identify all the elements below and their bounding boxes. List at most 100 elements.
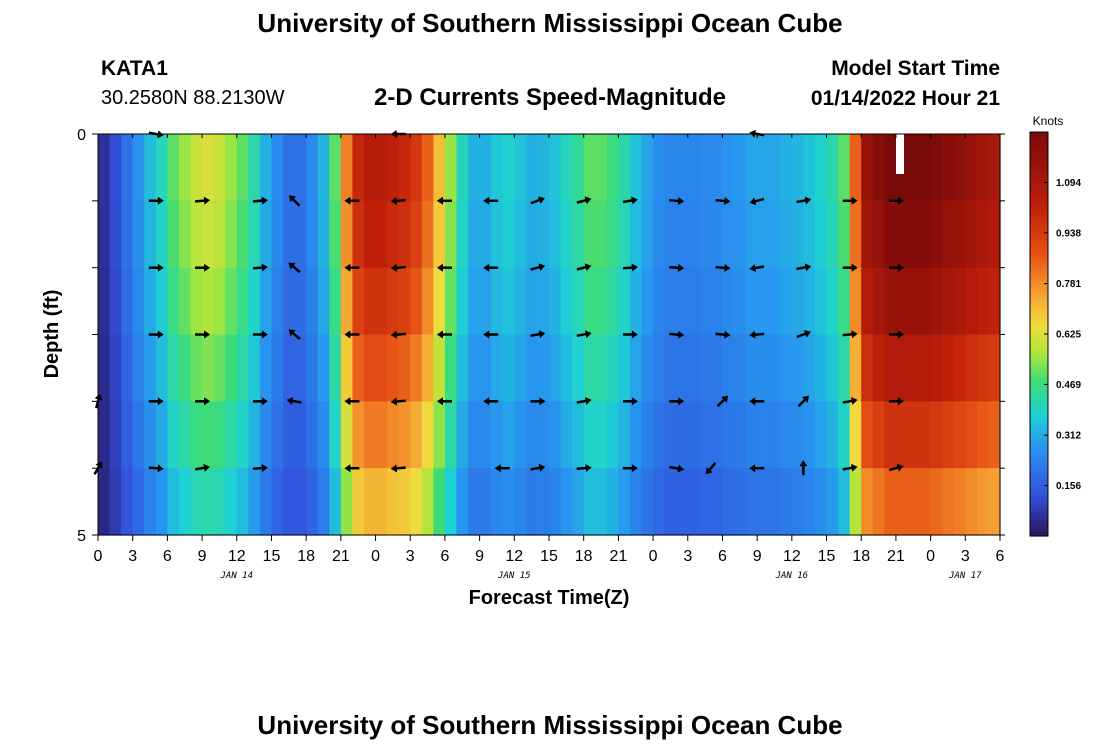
heatmap-cell bbox=[757, 334, 770, 402]
heatmap-cell bbox=[202, 468, 215, 536]
current-arrow bbox=[390, 397, 406, 406]
date-label: JAN 14 bbox=[220, 571, 254, 581]
x-tick-label: 6 bbox=[996, 548, 1005, 565]
heatmap-cell bbox=[317, 334, 330, 402]
current-arrow bbox=[530, 397, 546, 406]
heatmap-cell bbox=[734, 401, 747, 469]
colorbar-segment bbox=[1030, 479, 1048, 485]
heatmap-cell bbox=[340, 200, 354, 269]
heatmap-cell bbox=[641, 200, 654, 269]
current-arrow bbox=[148, 263, 164, 272]
heatmap-cell bbox=[872, 267, 885, 336]
heatmap-cell bbox=[213, 134, 226, 202]
heatmap-cell bbox=[421, 134, 434, 202]
colorbar-segment bbox=[1030, 483, 1048, 489]
colorbar-segment bbox=[1030, 467, 1048, 472]
heatmap-cell bbox=[814, 267, 828, 336]
heatmap-cell bbox=[757, 267, 770, 336]
heatmap-cell bbox=[363, 401, 377, 469]
heatmap-cell bbox=[780, 134, 793, 202]
heatmap-cell bbox=[722, 468, 735, 536]
heatmap-cell bbox=[814, 200, 828, 269]
heatmap-cell bbox=[734, 134, 747, 202]
colorbar-segment bbox=[1030, 338, 1048, 343]
colorbar-segment bbox=[1030, 382, 1048, 388]
heatmap-cell bbox=[236, 468, 249, 536]
colorbar-segment bbox=[1030, 144, 1048, 149]
heatmap-cell bbox=[98, 200, 111, 269]
heatmap-cell bbox=[745, 334, 758, 402]
heatmap-cell bbox=[791, 468, 805, 536]
heatmap-cell bbox=[213, 468, 226, 536]
heatmap-cell bbox=[549, 401, 562, 469]
heatmap-cell bbox=[352, 134, 365, 202]
heatmap-cell bbox=[710, 401, 724, 469]
heatmap-cell bbox=[410, 200, 423, 269]
heatmap-cell bbox=[988, 200, 1001, 269]
colorbar-segment bbox=[1030, 305, 1048, 311]
current-arrow bbox=[669, 330, 685, 339]
current-arrow bbox=[286, 397, 302, 405]
heatmap-cell bbox=[271, 401, 284, 469]
heatmap-cell bbox=[190, 401, 203, 469]
current-arrow bbox=[436, 196, 452, 205]
heatmap-cell bbox=[375, 200, 388, 269]
heatmap-cell bbox=[699, 334, 712, 402]
current-arrow bbox=[797, 395, 810, 408]
colorbar-segment bbox=[1030, 313, 1048, 319]
colorbar-segment bbox=[1030, 293, 1048, 299]
heatmap-cell bbox=[294, 401, 307, 469]
heatmap-cell bbox=[398, 267, 411, 336]
heatmap-cell bbox=[525, 200, 539, 269]
heatmap-cell bbox=[525, 134, 539, 202]
heatmap-cell bbox=[965, 401, 978, 469]
colorbar-segment bbox=[1030, 204, 1048, 210]
heatmap-cell bbox=[456, 200, 469, 269]
colorbar-segment bbox=[1030, 132, 1048, 137]
heatmap-cell bbox=[803, 401, 816, 469]
colorbar-segment bbox=[1030, 402, 1048, 408]
heatmap-cell bbox=[178, 468, 192, 536]
current-arrow bbox=[622, 196, 638, 205]
colorbar-tick-label: 0.781 bbox=[1056, 279, 1081, 290]
heatmap-cell bbox=[560, 200, 573, 269]
heatmap-cell bbox=[271, 267, 284, 336]
colorbar-segment bbox=[1030, 439, 1048, 444]
heatmap-cell bbox=[398, 200, 411, 269]
heatmap-cell bbox=[121, 468, 134, 536]
colorbar-segment bbox=[1030, 430, 1048, 436]
colorbar-segment bbox=[1030, 342, 1048, 347]
colorbar-segment bbox=[1030, 451, 1048, 456]
current-arrow bbox=[344, 263, 360, 272]
x-tick-label: 9 bbox=[198, 548, 207, 565]
current-arrow bbox=[796, 330, 811, 339]
colorbar-segment bbox=[1030, 418, 1048, 424]
heatmap-cell bbox=[988, 334, 1001, 402]
heatmap-cell bbox=[248, 468, 261, 536]
heatmap-cell bbox=[872, 334, 885, 402]
heatmap-cell bbox=[549, 200, 562, 269]
heatmap-cell bbox=[421, 468, 434, 536]
heatmap-cell bbox=[872, 401, 885, 469]
colorbar-segment bbox=[1030, 277, 1048, 283]
heatmap-cell bbox=[549, 134, 562, 202]
heatmap-cell bbox=[722, 134, 735, 202]
heatmap-cell bbox=[98, 401, 111, 469]
colorbar-segment bbox=[1030, 164, 1048, 169]
heatmap-cell bbox=[803, 200, 816, 269]
current-arrow bbox=[842, 196, 858, 205]
current-arrow bbox=[344, 397, 360, 406]
heatmap-cell bbox=[930, 134, 943, 202]
heatmap-cell bbox=[884, 134, 897, 202]
heatmap-cell bbox=[202, 267, 215, 336]
current-arrow bbox=[749, 464, 765, 473]
current-arrow bbox=[749, 197, 765, 206]
colorbar-label: Knots bbox=[1033, 114, 1064, 128]
current-arrow bbox=[749, 264, 765, 272]
heatmap-cell bbox=[745, 468, 758, 536]
current-arrow bbox=[622, 397, 638, 406]
x-tick-label: 12 bbox=[228, 548, 246, 565]
heatmap-cell bbox=[606, 134, 619, 202]
colorbar-segment bbox=[1030, 426, 1048, 432]
colorbar-segment bbox=[1030, 414, 1048, 420]
